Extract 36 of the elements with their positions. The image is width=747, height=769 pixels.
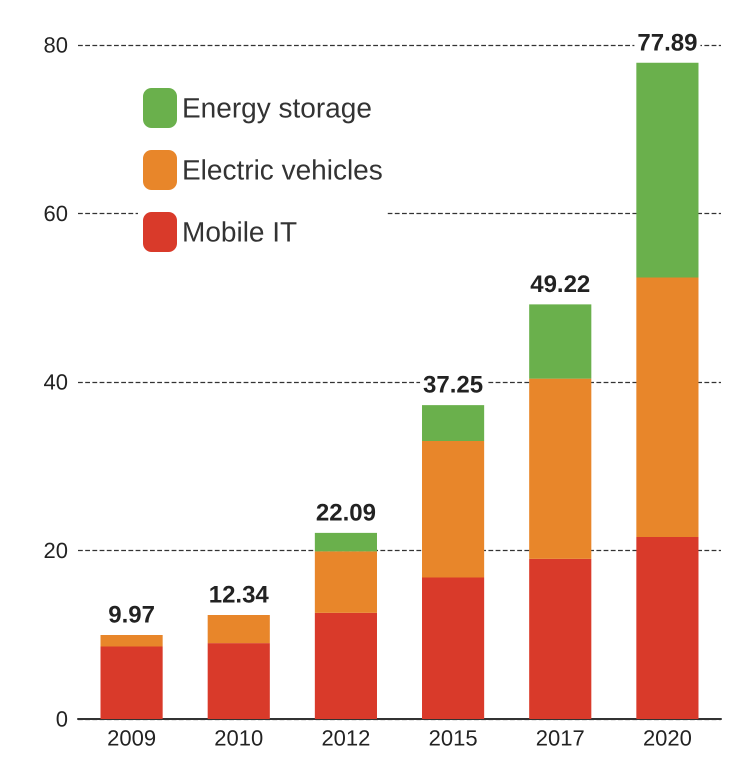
bar <box>422 440 484 578</box>
bar <box>208 643 270 719</box>
bar <box>636 278 698 538</box>
bar <box>422 405 484 441</box>
bar <box>314 551 377 613</box>
y-tick-label: 80 <box>44 32 68 58</box>
total-label: 9.97 <box>108 602 155 629</box>
x-tick-label: 2012 <box>321 726 370 750</box>
bar <box>529 378 592 559</box>
bar <box>636 537 698 719</box>
bar <box>314 532 377 552</box>
total-label: 49.22 <box>530 270 590 298</box>
legend-label: Mobile IT <box>182 216 298 248</box>
bar <box>636 62 698 278</box>
x-tick-label: 2009 <box>107 726 156 750</box>
bar <box>314 612 377 719</box>
y-tick-label: 60 <box>44 201 68 226</box>
bar <box>422 577 484 719</box>
bar <box>529 558 592 719</box>
x-tick-label: 2020 <box>642 726 692 750</box>
bar <box>529 304 592 379</box>
y-tick-label: 20 <box>44 538 68 563</box>
total-label: 22.09 <box>316 499 376 526</box>
bar <box>100 635 163 647</box>
total-label: 37.25 <box>423 372 484 399</box>
legend-label: Electric vehicles <box>182 154 383 186</box>
total-label: 77.89 <box>637 29 698 56</box>
bar <box>100 646 163 719</box>
x-tick-label: 2017 <box>536 726 585 750</box>
legend-label: Energy storage <box>182 92 372 124</box>
x-tick-label: 2010 <box>214 726 264 750</box>
y-tick-label: 40 <box>44 370 68 394</box>
bar <box>208 615 270 644</box>
x-tick-label: 2015 <box>428 726 478 750</box>
total-label: 12.34 <box>208 582 270 609</box>
y-tick-label: 0 <box>56 706 68 732</box>
